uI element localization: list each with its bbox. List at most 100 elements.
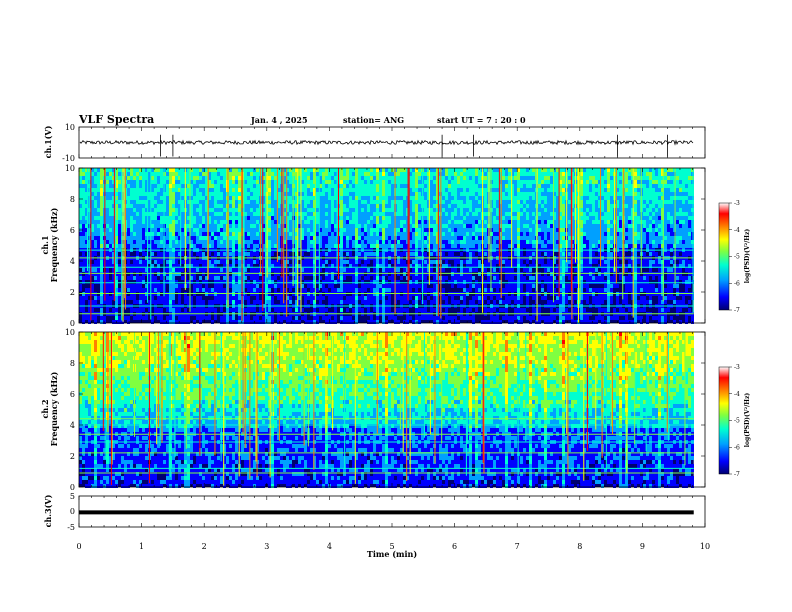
spectrogram-cell	[340, 192, 343, 196]
spectrogram-cell	[211, 268, 214, 272]
spectrogram-cell	[232, 204, 235, 208]
spectrogram-cell	[112, 208, 115, 212]
spectrogram-cell	[424, 272, 427, 276]
spectrogram-cell	[454, 204, 457, 208]
spectrogram-cell	[403, 272, 406, 276]
spectrogram-cell	[148, 224, 151, 228]
spectrogram-cell	[334, 308, 337, 312]
spectrogram-cell	[286, 300, 289, 304]
spectrogram-cell	[244, 236, 247, 240]
spectrogram-cell	[118, 216, 121, 220]
spectrogram-cell	[457, 224, 460, 228]
spectrogram-cell	[379, 216, 382, 220]
spectrogram-cell	[265, 276, 268, 280]
spectrogram-cell	[112, 224, 115, 228]
spectrogram-cell	[187, 176, 190, 180]
spectrogram-cell	[352, 268, 355, 272]
spectrogram-cell	[418, 216, 421, 220]
spectrogram-cell	[376, 184, 379, 188]
spectrogram-cell	[79, 176, 82, 180]
spectrogram-cell	[127, 200, 130, 204]
spectrogram-cell	[97, 220, 100, 224]
spectrogram-cell	[457, 280, 460, 284]
spectrogram-cell	[475, 180, 478, 184]
spectrogram-cell	[148, 184, 151, 188]
spectrogram-cell	[238, 300, 241, 304]
spectrogram-cell	[100, 268, 103, 272]
spectrogram-cell	[289, 204, 292, 208]
spectrogram-cell	[121, 184, 124, 188]
spectrogram-cell	[97, 228, 100, 232]
spectrogram-cell	[295, 300, 298, 304]
spectrogram-cell	[196, 284, 199, 288]
spectrogram-cell	[241, 320, 244, 324]
spectrogram-cell	[169, 184, 172, 188]
spectrogram-cell	[301, 180, 304, 184]
spectrogram-cell	[454, 208, 457, 212]
spectrogram-cell	[271, 188, 274, 192]
spectrogram-cell	[256, 184, 259, 188]
spectrogram-cell	[340, 224, 343, 228]
spectrogram-cell	[313, 260, 316, 264]
spectrogram-cell	[178, 168, 181, 172]
spectrogram-cell	[397, 288, 400, 292]
spectrogram-cell	[262, 168, 265, 172]
spectrogram-cell	[187, 180, 190, 184]
spectrogram-cell	[478, 232, 481, 236]
spectrogram-cell	[106, 192, 109, 196]
spectrogram-cell	[340, 168, 343, 172]
spectrogram-cell	[190, 240, 193, 244]
spectrogram-cell	[139, 188, 142, 192]
spectrogram-cell	[316, 184, 319, 188]
spectrogram-cell	[136, 176, 139, 180]
spectrogram-cell	[424, 268, 427, 272]
spectrogram-cell	[178, 196, 181, 200]
spectrogram-cell	[373, 268, 376, 272]
spectrogram-cell	[235, 320, 238, 324]
spectrogram-cell	[298, 300, 301, 304]
spectrogram-cell	[448, 208, 451, 212]
spectrogram-cell	[157, 272, 160, 276]
spectrogram-cell	[460, 236, 463, 240]
spectrogram-cell	[208, 184, 211, 188]
spectrogram-cell	[274, 236, 277, 240]
spectrogram-cell	[334, 252, 337, 256]
spectrogram-cell	[343, 240, 346, 244]
spectrogram-cell	[112, 264, 115, 268]
spectrogram-cell	[358, 184, 361, 188]
spectrogram-cell	[472, 296, 475, 300]
spectrogram-cell	[208, 252, 211, 256]
spectrogram-cell	[310, 280, 313, 284]
spectrogram-cell	[274, 284, 277, 288]
spectrogram-cell	[220, 180, 223, 184]
spectrogram-cell	[220, 184, 223, 188]
spectrogram-cell	[361, 252, 364, 256]
spectrogram-cell	[370, 244, 373, 248]
spectrogram-cell	[85, 296, 88, 300]
spectrogram-cell	[433, 180, 436, 184]
spectrogram-cell	[466, 192, 469, 196]
spectrogram-cell	[448, 228, 451, 232]
spectrogram-cell	[127, 264, 130, 268]
spectrogram-cell	[94, 272, 97, 276]
spectrogram-cell	[172, 200, 175, 204]
spectrogram-cell	[340, 208, 343, 212]
spectrogram-cell	[169, 280, 172, 284]
spectrogram-cell	[112, 200, 115, 204]
spectrogram-cell	[286, 284, 289, 288]
spectrogram-cell	[466, 252, 469, 256]
spectrogram-cell	[262, 204, 265, 208]
spectrogram-cell	[175, 224, 178, 228]
spectrogram-cell	[277, 224, 280, 228]
spectrogram-cell	[433, 240, 436, 244]
spectrogram-cell	[424, 228, 427, 232]
spectrogram-cell	[271, 220, 274, 224]
spectrogram-cell	[460, 196, 463, 200]
spectrogram-cell	[316, 320, 319, 324]
spectrogram-cell	[94, 180, 97, 184]
spectrogram-cell	[130, 216, 133, 220]
spectrogram-cell	[457, 200, 460, 204]
spectrogram-cell	[127, 288, 130, 292]
spectrogram-cell	[223, 272, 226, 276]
spectrogram-cell	[298, 284, 301, 288]
